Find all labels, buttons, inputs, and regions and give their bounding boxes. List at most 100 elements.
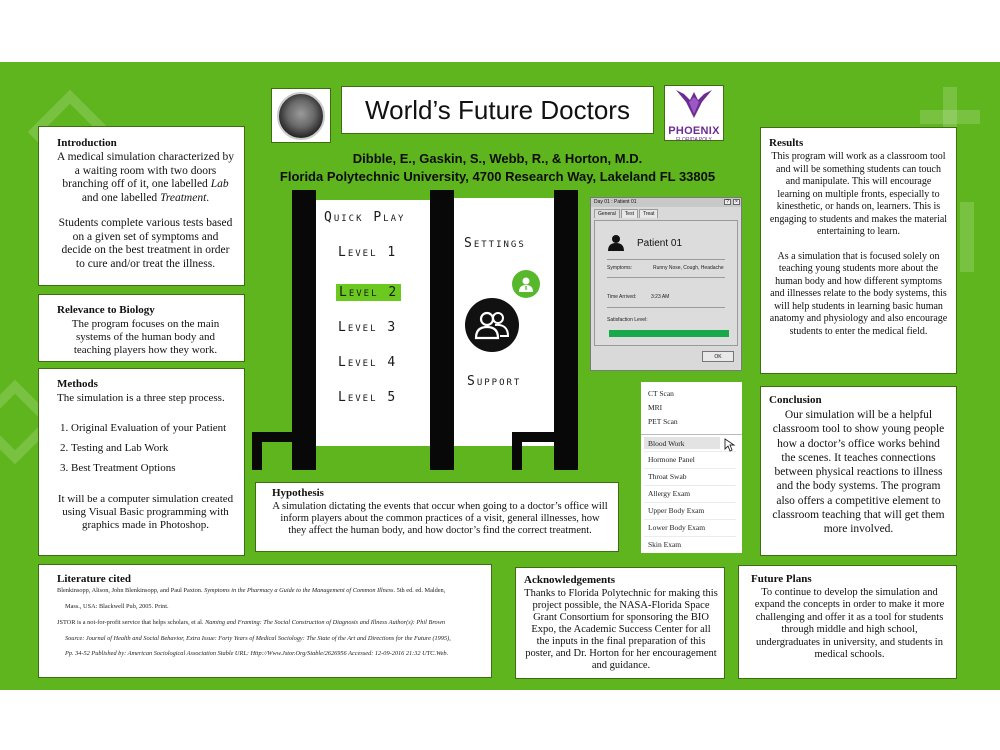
list-item-skin-exam[interactable]: Skin Exam bbox=[648, 540, 682, 549]
doctor-glyph bbox=[519, 277, 533, 292]
help-icon[interactable]: ? bbox=[724, 199, 731, 205]
ok-button[interactable]: OK bbox=[702, 351, 734, 362]
phoenix-logo: PHOENIX FLORIDA POLY bbox=[664, 85, 724, 143]
level-5-menu-item[interactable]: Level 5 bbox=[338, 390, 398, 405]
reference-2: JSTOR is a not-for-profit service that h… bbox=[57, 619, 481, 627]
game-post-right bbox=[554, 190, 578, 470]
row-divider bbox=[644, 485, 736, 486]
game-post-center bbox=[430, 190, 454, 470]
reference-2-prefix: JSTOR is a not-for-profit service that h… bbox=[57, 618, 206, 626]
hypothesis-heading: Hypothesis bbox=[272, 487, 324, 499]
poster: World’s Future Doctors PHOENIX FLORIDA P… bbox=[0, 62, 1000, 690]
tab-test[interactable]: Test bbox=[620, 209, 638, 218]
level-4-menu-item[interactable]: Level 4 bbox=[338, 355, 398, 370]
level-3-menu-item[interactable]: Level 3 bbox=[338, 320, 398, 335]
row-divider bbox=[644, 451, 736, 452]
patient-dialog-window: Day 01 : Patient 01 ? × General Test Tre… bbox=[590, 197, 742, 371]
support-menu-item[interactable]: Support bbox=[467, 374, 522, 389]
quick-play-menu-item[interactable]: Quick Play bbox=[324, 210, 406, 225]
intro-text-end: . bbox=[206, 191, 210, 204]
hypothesis-text: A simulation dictating the events that o… bbox=[272, 501, 608, 537]
reference-1-publisher: Mass., USA: Blackwell Pub, 2005. Print. bbox=[65, 602, 169, 610]
reference-2-source-text: Source: Journal of Health and Social Beh… bbox=[65, 634, 451, 642]
poster-title: World’s Future Doctors bbox=[341, 86, 654, 134]
literature-cited-section: Literature cited Blenkinsopp, Alison, Jo… bbox=[38, 564, 492, 678]
methods-step: Best Treatment Options bbox=[71, 459, 234, 479]
reference-2-publisher: Pp. 34-52 Published by: American Sociolo… bbox=[57, 650, 481, 658]
future-plans-heading: Future Plans bbox=[751, 573, 812, 585]
list-item-throat-swab[interactable]: Throat Swab bbox=[648, 472, 687, 481]
close-icon[interactable]: × bbox=[733, 199, 740, 205]
time-arrived-label: Time Arrived: bbox=[607, 294, 637, 300]
phoenix-bird-icon bbox=[676, 90, 712, 118]
intro-lab-word: Lab bbox=[210, 178, 229, 191]
divider bbox=[607, 259, 725, 260]
conclusion-section: Conclusion Our simulation will be a help… bbox=[760, 386, 957, 556]
list-item-pet-scan[interactable]: PET Scan bbox=[648, 417, 678, 426]
relevance-text: The program focuses on the main systems … bbox=[71, 318, 220, 356]
future-plans-text: To continue to develop the simulation an… bbox=[754, 587, 945, 660]
game-post-right-foot bbox=[512, 432, 572, 442]
conclusion-heading: Conclusion bbox=[769, 394, 822, 406]
row-divider bbox=[644, 502, 736, 503]
reference-1-title: Symptoms in the Pharmacy a Guide to the … bbox=[204, 587, 394, 594]
test-list-panel: CT Scan MRI PET Scan Blood Work Hormone … bbox=[641, 382, 742, 553]
settings-menu-item[interactable]: Settings bbox=[464, 236, 526, 251]
list-item-mri[interactable]: MRI bbox=[648, 403, 663, 412]
list-item-upper-body-exam[interactable]: Upper Body Exam bbox=[648, 506, 705, 515]
relevance-heading: Relevance to Biology bbox=[57, 304, 155, 316]
methods-closing: It will be a computer simulation created… bbox=[57, 492, 234, 531]
nasa-seal-logo bbox=[271, 88, 331, 143]
reference-1-edition: . 5th ed. ed. Malden, bbox=[393, 587, 446, 594]
dialog-body: Patient 01 Symptoms: Runny Nose, Cough, … bbox=[594, 220, 738, 346]
decor-bar-shape bbox=[960, 202, 974, 272]
time-arrived-value: 3:23 AM bbox=[651, 294, 670, 300]
intro-treatment-word: Treatment bbox=[160, 191, 207, 204]
level-1-menu-item[interactable]: Level 1 bbox=[338, 245, 398, 260]
row-divider bbox=[644, 536, 736, 537]
tab-general[interactable]: General bbox=[594, 209, 620, 218]
affiliation-line: Florida Polytechnic University, 4700 Res… bbox=[279, 168, 716, 184]
list-item-blood-work[interactable]: Blood Work bbox=[648, 439, 685, 448]
results-paragraph-2: As a simulation that is focused solely o… bbox=[769, 250, 948, 337]
list-item-ct-scan[interactable]: CT Scan bbox=[648, 389, 674, 398]
introduction-section: Introduction A medical simulation charac… bbox=[38, 126, 245, 286]
list-item-allergy-exam[interactable]: Allergy Exam bbox=[648, 489, 691, 498]
intro-text-a: A medical simulation characterized by a … bbox=[57, 151, 234, 191]
introduction-heading: Introduction bbox=[57, 137, 117, 149]
doctor-icon[interactable] bbox=[512, 270, 540, 298]
game-post-right-leg bbox=[512, 432, 522, 470]
introduction-paragraph-1: A medical simulation characterized by a … bbox=[57, 151, 234, 205]
methods-heading: Methods bbox=[57, 378, 98, 390]
methods-section: Methods The simulation is a three step p… bbox=[38, 368, 245, 556]
tab-treat[interactable]: Treat bbox=[638, 209, 659, 218]
list-item-hormone-panel[interactable]: Hormone Panel bbox=[648, 455, 695, 464]
reference-2-publisher-text: Pp. 34-52 Published by: American Sociolo… bbox=[65, 650, 449, 658]
intro-text-b: and one labelled bbox=[81, 191, 161, 204]
people-group-icon[interactable] bbox=[465, 298, 519, 352]
conclusion-text: Our simulation will be a helpful classro… bbox=[772, 409, 945, 535]
results-section: Results This program will work as a clas… bbox=[760, 127, 957, 374]
satisfaction-label: Satisfaction Level: bbox=[607, 317, 648, 323]
level-2-menu-item-active[interactable]: Level 2 bbox=[336, 284, 402, 301]
satisfaction-progress-fill bbox=[609, 330, 729, 337]
dialog-tabs: General Test Treat bbox=[591, 207, 741, 218]
list-item-lower-body-exam[interactable]: Lower Body Exam bbox=[648, 523, 706, 532]
reference-2-title: Naming and Framing: The Social Construct… bbox=[205, 618, 446, 626]
dialog-title: Day 01 : Patient 01 bbox=[594, 199, 637, 205]
dialog-titlebar: Day 01 : Patient 01 ? × bbox=[591, 198, 741, 207]
relevance-section: Relevance to Biology The program focuses… bbox=[38, 294, 245, 362]
acknowledgements-heading: Acknowledgements bbox=[524, 574, 616, 586]
phoenix-logo-sub: FLORIDA POLY bbox=[676, 137, 712, 143]
row-divider bbox=[644, 519, 736, 520]
mouse-cursor-icon bbox=[724, 438, 736, 452]
introduction-paragraph-2: Students complete various tests based on… bbox=[58, 217, 233, 270]
authors-line: Dibble, E., Gaskin, S., Webb, R., & Hort… bbox=[352, 151, 643, 166]
reference-2-source: Source: Journal of Health and Social Beh… bbox=[57, 635, 481, 643]
future-plans-section: Future Plans To continue to develop the … bbox=[738, 565, 957, 679]
game-post-left bbox=[292, 190, 316, 470]
references-list: Blenkinsopp, Alison, John Blenkinsopp, a… bbox=[57, 587, 481, 658]
people-glyph bbox=[474, 311, 510, 340]
decor-plus-shape bbox=[920, 110, 980, 124]
game-post-left-leg bbox=[252, 432, 262, 470]
